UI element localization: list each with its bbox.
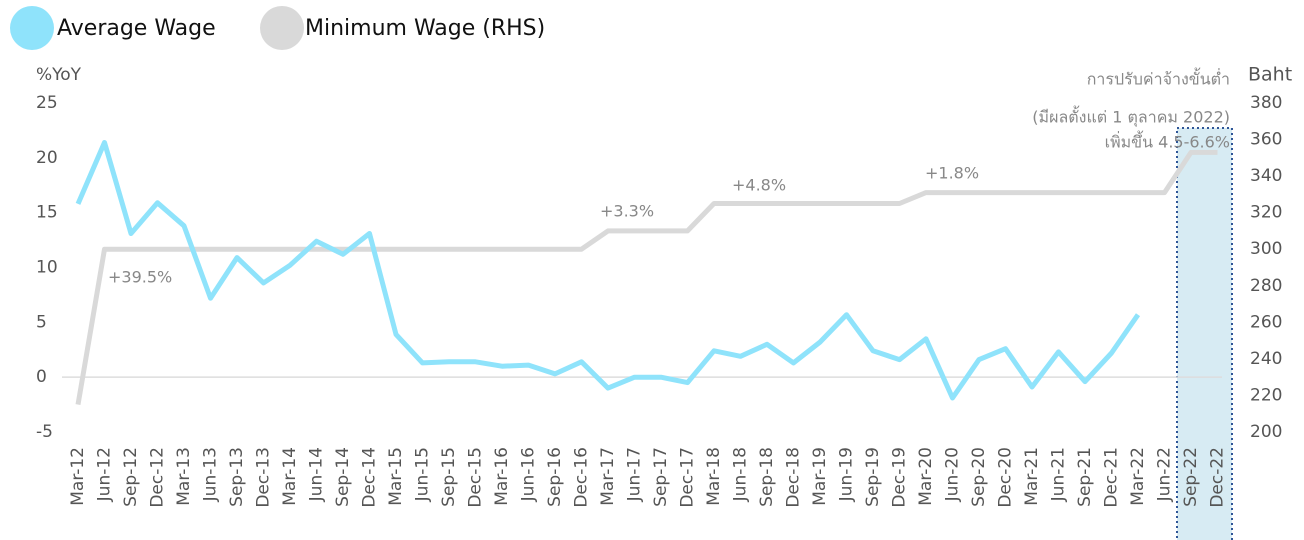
x-tick-label: Sep-18 [757, 447, 777, 507]
annotation: +3.3% [600, 202, 654, 221]
x-tick-label: Sep-20 [969, 447, 989, 507]
annotation: (มีผลตั้งแต่ 1 ตุลาคม 2022) [1032, 106, 1230, 128]
x-tick-label: Dec-16 [572, 447, 592, 508]
x-tick-label: Jun-14 [307, 447, 327, 502]
x-tick-label: Jun-20 [943, 447, 963, 502]
x-tick-label: Jun-18 [731, 447, 751, 502]
y2-tick-label: 280 [1250, 276, 1282, 296]
x-tick-label: Mar-14 [280, 447, 300, 506]
x-tick-label: Mar-21 [1022, 447, 1042, 506]
y2-tick-label: 380 [1250, 93, 1282, 113]
x-tick-label: Sep-14 [333, 447, 353, 507]
highlight-band [1176, 127, 1233, 540]
series-line [75, 140, 1141, 401]
x-tick-label: Dec-19 [890, 447, 910, 508]
y-tick-label: 15 [36, 203, 58, 223]
legend-label: Minimum Wage (RHS) [305, 16, 545, 41]
x-tick-label: Sep-21 [1075, 447, 1095, 507]
annotation: การปรับค่าจ้างขั้นต่ำ [1087, 68, 1230, 89]
y2-tick-label: 360 [1250, 130, 1282, 150]
annotation: +39.5% [108, 268, 172, 287]
y2-tick-label: 240 [1250, 349, 1282, 369]
x-tick-label: Mar-20 [916, 447, 936, 506]
x-tick-label: Dec-21 [1102, 447, 1122, 508]
x-tick-label: Mar-19 [810, 447, 830, 506]
y2-tick-label: 220 [1250, 385, 1282, 405]
y2-tick-label: 340 [1250, 166, 1282, 186]
legend-swatch [260, 6, 304, 50]
y2-axis-label: Baht [1248, 64, 1292, 86]
x-tick-label: Dec-22 [1208, 447, 1228, 508]
y2-tick-label: 320 [1250, 203, 1282, 223]
y2-tick-label: 260 [1250, 312, 1282, 332]
x-tick-label: Dec-12 [148, 447, 168, 508]
y2-tick-label: 300 [1250, 239, 1282, 259]
x-tick-label: Mar-17 [598, 447, 618, 506]
x-tick-label: Jun-19 [837, 447, 857, 502]
y-tick-label: 0 [36, 367, 47, 387]
x-tick-label: Sep-17 [651, 447, 671, 507]
x-tick-label: Dec-20 [996, 447, 1016, 508]
annotation: +1.8% [925, 164, 979, 183]
x-tick-label: Sep-16 [545, 447, 565, 507]
x-tick-label: Dec-13 [254, 447, 274, 508]
x-tick-label: Jun-16 [519, 447, 539, 502]
x-tick-label: Mar-15 [386, 447, 406, 506]
x-tick-label: Sep-15 [439, 447, 459, 507]
x-tick-label: Sep-22 [1181, 447, 1201, 507]
y-tick-label: 20 [36, 148, 58, 168]
y-axis-label: %YoY [36, 65, 82, 85]
annotation: เพิ่มขึ้น 4.5-6.6% [1105, 131, 1230, 152]
x-tick-label: Dec-14 [360, 447, 380, 508]
x-tick-label: Dec-18 [784, 447, 804, 508]
x-tick-label: Jun-12 [95, 447, 115, 502]
x-tick-label: Sep-19 [863, 447, 883, 507]
x-tick-label: Mar-12 [68, 447, 88, 506]
x-tick-label: Dec-17 [678, 447, 698, 508]
y-tick-label: 5 [36, 312, 47, 332]
x-tick-label: Jun-21 [1049, 447, 1069, 502]
x-tick-label: Mar-22 [1128, 447, 1148, 506]
x-tick-label: Dec-15 [466, 447, 486, 508]
x-tick-label: Sep-13 [227, 447, 247, 507]
x-tick-label: Sep-12 [121, 447, 141, 507]
x-tick-label: Jun-13 [201, 447, 221, 502]
x-tick-label: Mar-16 [492, 447, 512, 506]
y2-tick-label: 200 [1250, 422, 1282, 442]
legend-swatch [10, 6, 54, 50]
legend-label: Average Wage [57, 16, 216, 41]
x-tick-label: Mar-18 [704, 447, 724, 506]
y-tick-label: 10 [36, 258, 58, 278]
y-tick-label: 25 [36, 93, 58, 113]
x-tick-label: Jun-22 [1155, 447, 1175, 502]
annotation: +4.8% [732, 176, 786, 195]
x-tick-label: Jun-17 [625, 447, 645, 502]
x-tick-label: Jun-15 [413, 447, 433, 502]
y-tick-label: -5 [36, 422, 53, 442]
x-tick-label: Mar-13 [174, 447, 194, 506]
series-line [75, 149, 1218, 406]
